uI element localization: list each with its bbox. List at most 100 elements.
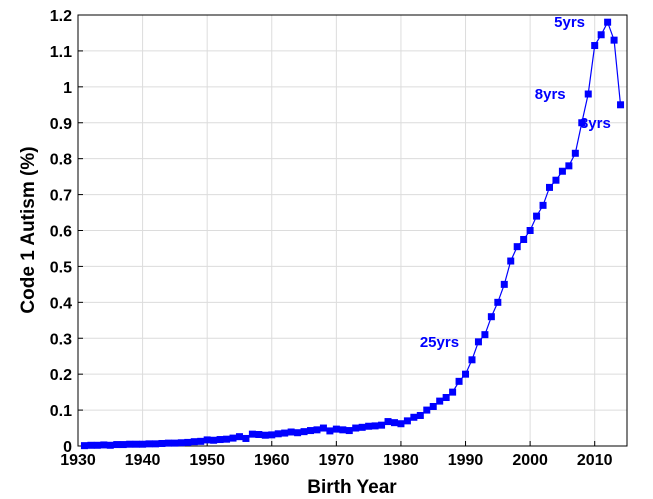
data-point — [119, 441, 127, 449]
data-point — [565, 162, 573, 170]
data-point — [436, 397, 444, 405]
data-point — [416, 411, 424, 419]
data-point — [229, 434, 237, 442]
data-point — [358, 423, 366, 431]
data-point — [365, 422, 373, 430]
x-tick-label: 1970 — [319, 452, 355, 469]
y-tick-label: 0.4 — [50, 295, 72, 312]
data-point — [487, 313, 495, 321]
y-tick-label: 1.2 — [50, 8, 72, 25]
data-point — [248, 430, 256, 438]
data-point — [190, 438, 198, 446]
data-point — [578, 119, 586, 127]
data-point — [371, 422, 379, 430]
data-point — [390, 419, 398, 427]
y-tick-label: 0.7 — [50, 188, 72, 205]
data-point — [197, 437, 205, 445]
data-point — [255, 431, 263, 439]
data-point — [235, 433, 243, 441]
y-axis-title: Code 1 Autism (%) — [18, 146, 39, 313]
data-point — [442, 394, 450, 402]
data-point — [584, 90, 592, 98]
x-tick-label: 1960 — [254, 452, 290, 469]
y-tick-label: 0.8 — [50, 152, 72, 169]
data-point — [468, 356, 476, 364]
data-point — [604, 18, 612, 26]
data-point — [106, 441, 114, 449]
y-tick-label: 1.1 — [50, 44, 72, 61]
data-point — [332, 425, 340, 433]
data-point — [145, 440, 153, 448]
data-point — [423, 406, 431, 414]
data-point — [177, 439, 185, 447]
data-point — [520, 235, 528, 243]
data-point — [449, 388, 457, 396]
y-tick-label: 0.9 — [50, 116, 72, 133]
x-tick-label: 2010 — [577, 452, 613, 469]
x-tick-label: 1940 — [125, 452, 161, 469]
data-point — [403, 417, 411, 425]
y-tick-label: 0.3 — [50, 331, 72, 348]
data-point — [384, 418, 392, 426]
data-point — [274, 430, 282, 438]
data-point — [307, 427, 315, 435]
annotation-label: 8yrs — [535, 86, 566, 103]
data-point — [617, 101, 625, 109]
y-tick-label: 0.6 — [50, 224, 72, 241]
data-point — [397, 420, 405, 428]
annotations: 25yrs 8yrs 5yrs 3yrs — [420, 14, 611, 351]
data-point — [378, 421, 386, 429]
data-point — [571, 149, 579, 157]
data-point — [158, 439, 166, 447]
data-point — [610, 36, 618, 44]
y-tick-label: 0.1 — [50, 403, 72, 420]
data-point — [80, 442, 88, 450]
data-point — [552, 176, 560, 184]
y-axis: 0 0.1 0.2 0.3 0.4 0.5 0.6 0.7 0.8 0.9 1 1.1 1.2 — [50, 8, 83, 456]
x-axis-title: Birth Year — [307, 477, 397, 498]
data-point — [223, 435, 231, 443]
x-tick-label: 2000 — [512, 452, 548, 469]
data-point — [126, 440, 134, 448]
data-point — [216, 436, 224, 444]
x-tick-label: 1930 — [60, 452, 96, 469]
data-point — [533, 212, 541, 220]
data-point — [339, 426, 347, 434]
data-point — [313, 426, 321, 434]
y-tick-label: 0.5 — [50, 259, 72, 276]
data-point — [210, 436, 218, 444]
data-point — [462, 370, 470, 378]
annotation-label: 5yrs — [554, 14, 585, 31]
data-point — [345, 427, 353, 435]
data-point — [184, 438, 192, 446]
data-point — [429, 402, 437, 410]
data-point — [455, 377, 463, 385]
data-point — [591, 42, 599, 50]
data-point — [500, 280, 508, 288]
data-point — [352, 424, 360, 432]
annotation-label: 3yrs — [580, 115, 611, 132]
data-point — [474, 338, 482, 346]
data-point — [242, 434, 250, 442]
annotation-label: 25yrs — [420, 334, 459, 351]
data-point — [281, 429, 289, 437]
data-point — [539, 201, 547, 209]
series-line — [80, 18, 625, 450]
x-tick-label: 1980 — [383, 452, 419, 469]
data-point — [513, 243, 521, 251]
data-point — [171, 439, 179, 447]
data-point — [597, 31, 605, 39]
data-point — [287, 428, 295, 436]
data-point — [526, 227, 534, 234]
x-tick-label: 1990 — [448, 452, 484, 469]
data-point — [132, 440, 140, 448]
y-tick-label: 1 — [63, 80, 72, 97]
grid-lines — [77, 14, 627, 447]
x-tick-label: 1950 — [189, 452, 225, 469]
data-point — [410, 413, 418, 421]
data-point — [268, 431, 276, 439]
data-point — [113, 441, 121, 449]
data-point — [203, 436, 211, 444]
data-point — [507, 257, 515, 265]
